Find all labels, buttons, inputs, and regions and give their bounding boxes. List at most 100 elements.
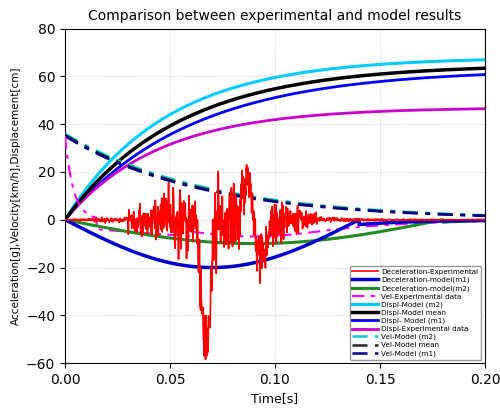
Line: Vel-Experimental data: Vel-Experimental data [65,136,485,237]
Displ-Experimental data [448,107,454,112]
Deceleration-model(m2) [238,241,244,246]
Displ-Experimental data [238,122,244,127]
Displ-Model (m2) [482,57,488,62]
Deceleration-model(m1) [262,258,268,263]
Deceleration-Experimental [242,188,248,193]
Vel-Model (m1) [482,213,488,218]
Vel-Model mean [367,208,373,213]
Vel-Model (m1) [469,213,475,218]
Line: Displ-Model (m2): Displ-Model (m2) [65,60,485,220]
Vel-Model mean [242,194,248,199]
Deceleration-model(m2) [262,241,268,246]
Displ-Experimental data [469,106,475,111]
Displ-Model mean [242,94,248,99]
Line: Vel-Model mean: Vel-Model mean [65,135,485,216]
Vel-Model mean [238,193,244,198]
Displ-Model mean [469,66,475,71]
Displ- Model (m1) [448,74,454,79]
Vel-Experimental data [238,234,244,239]
Legend: Deceleration-Experimental, Deceleration-model(m1), Deceleration-model(m2), Vel-E: Deceleration-Experimental, Deceleration-… [350,266,482,359]
Displ-Model (m2) [367,63,373,68]
Displ-Model (m2) [448,58,454,63]
Displ-Experimental data [482,106,488,111]
Line: Vel-Model (m2): Vel-Model (m2) [65,134,485,215]
Vel-Model (m1) [238,194,244,199]
Displ-Model mean [448,67,454,72]
Vel-Model (m1) [262,198,268,203]
Displ-Model mean [62,217,68,222]
Vel-Experimental data [62,134,68,139]
Deceleration-model(m2) [62,217,68,222]
Vel-Model (m1) [367,208,373,213]
Vel-Model (m2) [62,131,68,136]
Deceleration-model(m1) [482,218,488,223]
Displ-Experimental data [262,119,268,124]
Displ- Model (m1) [238,104,244,109]
Deceleration-Experimental [238,196,244,201]
Deceleration-Experimental [244,162,250,167]
Line: Vel-Model (m1): Vel-Model (m1) [65,136,485,216]
Displ- Model (m1) [262,98,268,102]
Y-axis label: Acceleration[g],Velocity[km/h],Displacement[cm]: Acceleration[g],Velocity[km/h],Displacem… [10,67,20,325]
Displ- Model (m1) [62,217,68,222]
Vel-Model (m1) [448,212,454,217]
Deceleration-model(m1) [209,265,215,270]
Deceleration-model(m1) [367,221,373,226]
Vel-Experimental data [448,220,454,224]
Vel-Model mean [482,213,488,218]
Deceleration-Experimental [368,217,374,222]
Displ-Experimental data [242,122,248,126]
Deceleration-Experimental [448,217,454,222]
Deceleration-model(m1) [238,263,244,268]
Deceleration-model(m2) [482,218,488,223]
Displ-Model (m2) [242,82,248,87]
Vel-Model (m2) [482,213,488,217]
Line: Deceleration-model(m1): Deceleration-model(m1) [65,220,485,268]
Vel-Model mean [262,197,268,202]
Deceleration-model(m2) [448,219,454,224]
Line: Deceleration-Experimental: Deceleration-Experimental [65,165,485,359]
Displ-Experimental data [62,217,68,222]
Displ-Model (m2) [62,217,68,222]
Line: Displ- Model (m1): Displ- Model (m1) [65,75,485,220]
Vel-Model mean [62,133,68,137]
Displ-Model mean [238,95,244,100]
Deceleration-model(m1) [242,262,248,267]
Vel-Experimental data [482,219,488,224]
Vel-Experimental data [469,219,475,224]
Vel-Experimental data [242,234,248,239]
Displ- Model (m1) [469,73,475,78]
Displ-Model (m2) [238,83,244,88]
Displ-Model mean [367,73,373,78]
Vel-Model mean [469,213,475,218]
Title: Comparison between experimental and model results: Comparison between experimental and mode… [88,9,462,23]
Vel-Model (m2) [262,196,268,201]
Vel-Model mean [448,212,454,217]
Deceleration-model(m2) [469,218,475,223]
Deceleration-model(m1) [448,218,454,223]
Deceleration-Experimental [62,217,68,222]
Displ- Model (m1) [367,80,373,85]
Vel-Model (m2) [238,192,244,197]
Displ- Model (m1) [242,103,248,108]
Vel-Experimental data [262,234,268,239]
Deceleration-model(m2) [367,231,373,236]
Deceleration-Experimental [470,217,476,222]
X-axis label: Time[s]: Time[s] [252,392,298,406]
Line: Displ-Model mean: Displ-Model mean [65,68,485,220]
Displ-Experimental data [367,109,373,114]
Deceleration-model(m2) [251,241,257,246]
Displ-Model mean [262,89,268,93]
Displ-Model (m2) [469,58,475,62]
Deceleration-Experimental [482,217,488,222]
Deceleration-model(m1) [62,217,68,222]
Vel-Model (m2) [448,211,454,216]
Vel-Model (m1) [242,195,248,200]
Displ-Model mean [482,66,488,71]
Deceleration-model(m1) [469,218,475,223]
Deceleration-Experimental [262,248,268,253]
Vel-Model (m2) [367,207,373,212]
Vel-Model (m2) [242,193,248,198]
Vel-Experimental data [251,234,257,239]
Displ- Model (m1) [482,72,488,77]
